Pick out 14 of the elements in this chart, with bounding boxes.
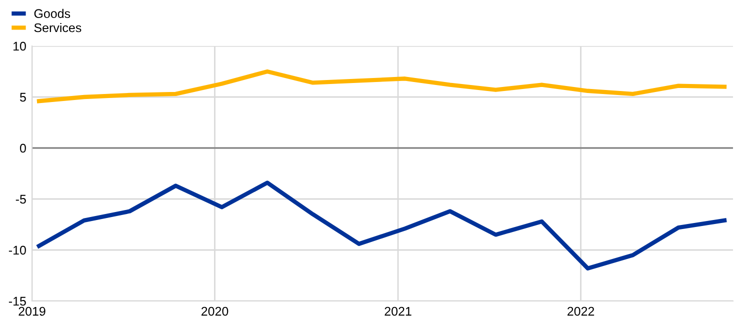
y-tick-label: -10 xyxy=(8,246,26,255)
line-series xyxy=(36,69,727,104)
y-tick-label: 5 xyxy=(20,92,26,102)
line-series xyxy=(36,180,727,270)
legend-label: Goods xyxy=(34,8,70,18)
x-tick-label: 2020 xyxy=(201,306,228,316)
y-tick-label: 10 xyxy=(13,42,26,51)
legend-label: Services xyxy=(34,23,82,32)
x-tick-label: 2021 xyxy=(384,306,412,316)
y-tick-label: -5 xyxy=(16,194,26,204)
y-tick-label: 0 xyxy=(20,144,26,153)
x-tick-label: 2022 xyxy=(568,306,594,316)
y-tick-label: -15 xyxy=(8,296,26,306)
x-tick-label: 2019 xyxy=(18,306,46,316)
